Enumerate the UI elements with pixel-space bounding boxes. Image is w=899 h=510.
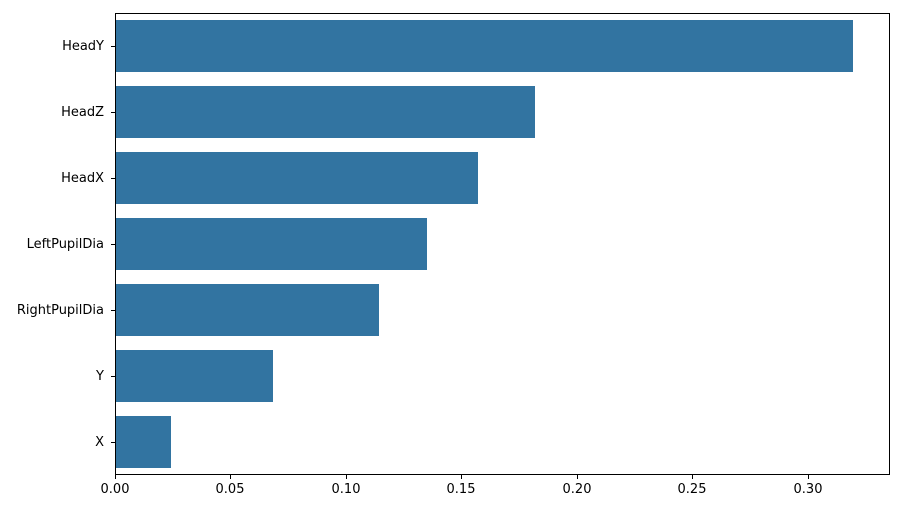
x-tick-mark bbox=[808, 475, 809, 479]
bar-X bbox=[116, 415, 172, 469]
y-tick-mark bbox=[111, 112, 115, 113]
x-tick-mark bbox=[577, 475, 578, 479]
x-tick-mark bbox=[692, 475, 693, 479]
y-tick-mark bbox=[111, 178, 115, 179]
y-tick-label-RightPupilDia: RightPupilDia bbox=[16, 303, 104, 318]
bar-HeadZ bbox=[116, 85, 536, 139]
bar-RightPupilDia bbox=[116, 283, 379, 337]
x-tick-mark bbox=[346, 475, 347, 479]
y-tick-label-HeadY: HeadY bbox=[62, 39, 104, 54]
y-tick-label-HeadX: HeadX bbox=[61, 171, 104, 186]
x-tick-mark bbox=[230, 475, 231, 479]
x-tick-label-0.20: 0.20 bbox=[562, 482, 592, 497]
y-tick-mark bbox=[111, 442, 115, 443]
x-tick-label-0.10: 0.10 bbox=[331, 482, 361, 497]
x-tick-label-0.30: 0.30 bbox=[793, 482, 823, 497]
x-tick-label-0.15: 0.15 bbox=[446, 482, 476, 497]
bar-LeftPupilDia bbox=[116, 217, 428, 271]
y-tick-mark bbox=[111, 46, 115, 47]
x-tick-label-0.05: 0.05 bbox=[215, 482, 245, 497]
bar-Y bbox=[116, 349, 273, 403]
bar-HeadX bbox=[116, 151, 478, 205]
x-tick-mark bbox=[115, 475, 116, 479]
y-tick-label-HeadZ: HeadZ bbox=[61, 105, 104, 120]
y-tick-label-Y: Y bbox=[96, 369, 104, 384]
x-tick-label-0.25: 0.25 bbox=[677, 482, 707, 497]
x-tick-mark bbox=[461, 475, 462, 479]
y-tick-mark bbox=[111, 310, 115, 311]
y-tick-label-LeftPupilDia: LeftPupilDia bbox=[26, 237, 104, 252]
bar-HeadY bbox=[116, 19, 854, 73]
x-tick-label-0.00: 0.00 bbox=[100, 482, 130, 497]
y-tick-mark bbox=[111, 244, 115, 245]
plot-area bbox=[115, 13, 890, 475]
y-tick-mark bbox=[111, 376, 115, 377]
y-tick-label-X: X bbox=[95, 435, 104, 450]
